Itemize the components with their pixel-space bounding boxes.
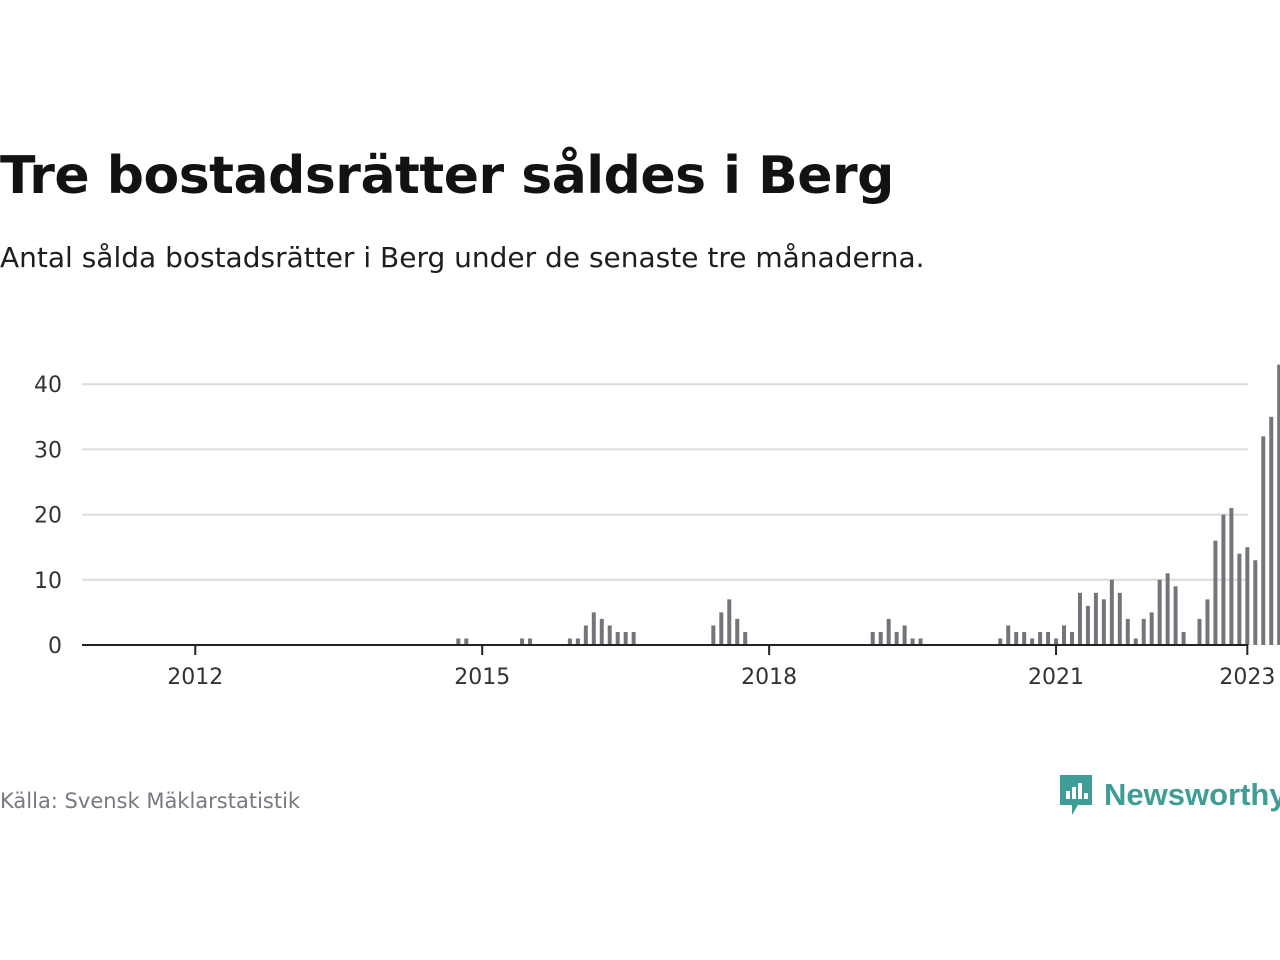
bar [599,618,604,645]
bar [1022,631,1027,645]
bar [1277,364,1280,645]
bar [1213,540,1218,645]
bar [998,638,1003,645]
bar [886,618,891,645]
bar [910,638,915,645]
y-tick-label: 10 [34,569,62,594]
bar [918,638,923,645]
bar [1141,618,1146,645]
bar [1117,592,1122,645]
bar [1069,631,1074,645]
bar [1181,631,1186,645]
bar [456,638,461,645]
bar [1062,625,1067,645]
bar-chart-logo-icon [1060,775,1092,815]
bar [735,618,740,645]
bar [615,631,620,645]
bar-chart: 0 10 20 30 40 3 2012 2015 2018 2021 2023 [34,364,1280,690]
bar [870,631,875,645]
bar [719,612,724,645]
bar [1173,586,1178,645]
bar [1205,599,1210,645]
y-tick-label: 40 [34,373,62,398]
bar [623,631,628,645]
bar [1038,631,1043,645]
chart-subtitle: Antal sålda bostadsrätter i Berg under d… [0,241,925,274]
x-tick-label: 2023 [1219,665,1275,690]
bar [631,631,636,645]
bar [1054,638,1059,645]
bar [1269,416,1274,645]
bar [1085,605,1090,645]
bar [1197,618,1202,645]
bar [1221,514,1226,645]
bar [1046,631,1051,645]
bar [1133,638,1138,645]
y-tick-label: 20 [34,504,62,529]
x-tick-label: 2012 [167,665,223,690]
source-note: Källa: Svensk Mäklarstatistik [0,789,301,813]
bar [1237,553,1242,645]
bar [894,631,899,645]
bar [1014,631,1019,645]
grid-lines [82,383,1248,581]
bar [1253,560,1258,645]
bar [1109,579,1114,645]
bar [583,625,588,645]
x-axis: 2012 2015 2018 2021 2023 [82,644,1275,690]
bars: 3 [456,364,1280,645]
bar [520,638,525,645]
y-tick-label: 30 [34,438,62,463]
y-tick-label: 0 [48,634,62,659]
bar [1157,579,1162,645]
bar [575,638,580,645]
bar [1006,625,1011,645]
bar [727,599,732,645]
bar [743,631,748,645]
x-tick-label: 2021 [1028,665,1084,690]
chart-title: Tre bostadsrätter såldes i Berg [0,146,894,206]
brand-name: Newsworthy [1104,777,1280,812]
bar [567,638,572,645]
bar [1245,547,1250,645]
bar [902,625,907,645]
bar [464,638,469,645]
bar [591,612,596,645]
bar [607,625,612,645]
newsworthy-logo: Newsworthy [1058,773,1280,817]
bar [1093,592,1098,645]
bar [711,625,716,645]
x-tick-label: 2018 [741,665,797,690]
y-axis: 0 10 20 30 40 [34,373,62,659]
bar [1077,592,1082,645]
bar [1149,612,1154,645]
bar [1229,508,1234,645]
bar [1261,436,1266,645]
bar [1030,638,1035,645]
bar [1101,599,1106,645]
bar [528,638,533,645]
bar [1165,573,1170,645]
x-tick-label: 2015 [454,665,510,690]
bar [1125,618,1130,645]
bar [878,631,883,645]
